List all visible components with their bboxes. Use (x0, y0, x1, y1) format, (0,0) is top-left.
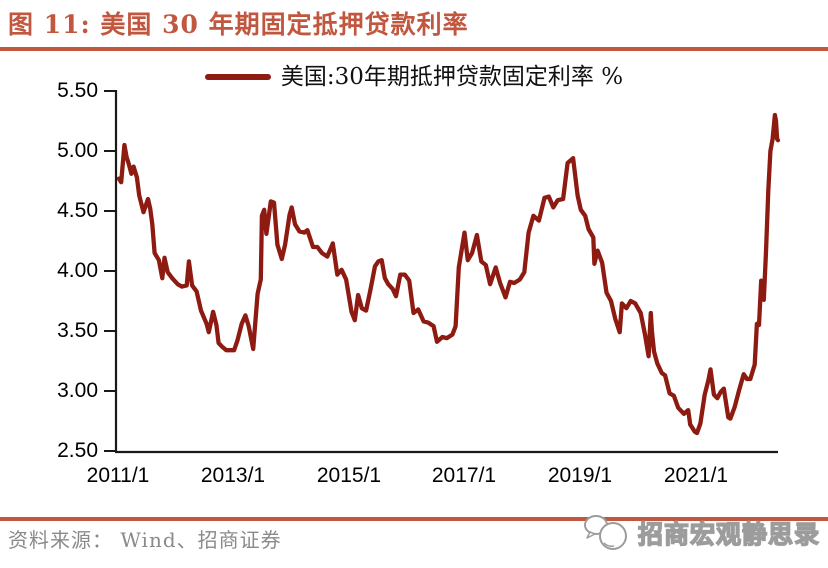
y-tick-label: 5.00 (57, 139, 98, 162)
legend-label: 美国:30年期抵押贷款固定利率 % (280, 64, 624, 90)
chart-legend: 美国:30年期抵押贷款固定利率 % (0, 62, 828, 92)
legend-line-swatch (204, 74, 271, 80)
footer-divider (0, 517, 828, 521)
figure-title: 图 11: 美国 30 年期固定抵押贷款利率 (8, 10, 469, 39)
x-tick-label: 2011/1 (86, 464, 150, 487)
y-tick-label: 5.50 (57, 79, 98, 102)
x-tick-label: 2021/1 (663, 464, 729, 487)
x-tick-label: 2013/1 (200, 464, 266, 487)
x-tick-label: 2015/1 (316, 464, 382, 487)
y-tick-label: 2.50 (57, 439, 98, 462)
y-tick-label: 3.00 (57, 379, 98, 402)
x-tick-label: 2017/1 (431, 464, 497, 487)
title-underline (0, 47, 828, 51)
watermark-logo-icon (583, 515, 627, 550)
y-tick-label: 3.50 (57, 319, 98, 342)
y-tick-label: 4.00 (57, 259, 98, 282)
watermark-text: 招商宏观静思录 (637, 519, 820, 549)
y-tick-label: 4.50 (57, 199, 98, 222)
watermark: 招商宏观静思录 (582, 512, 820, 554)
x-tick-label: 2019/1 (547, 464, 613, 487)
source-text: 资料来源： Wind、招商证券 (8, 528, 282, 552)
